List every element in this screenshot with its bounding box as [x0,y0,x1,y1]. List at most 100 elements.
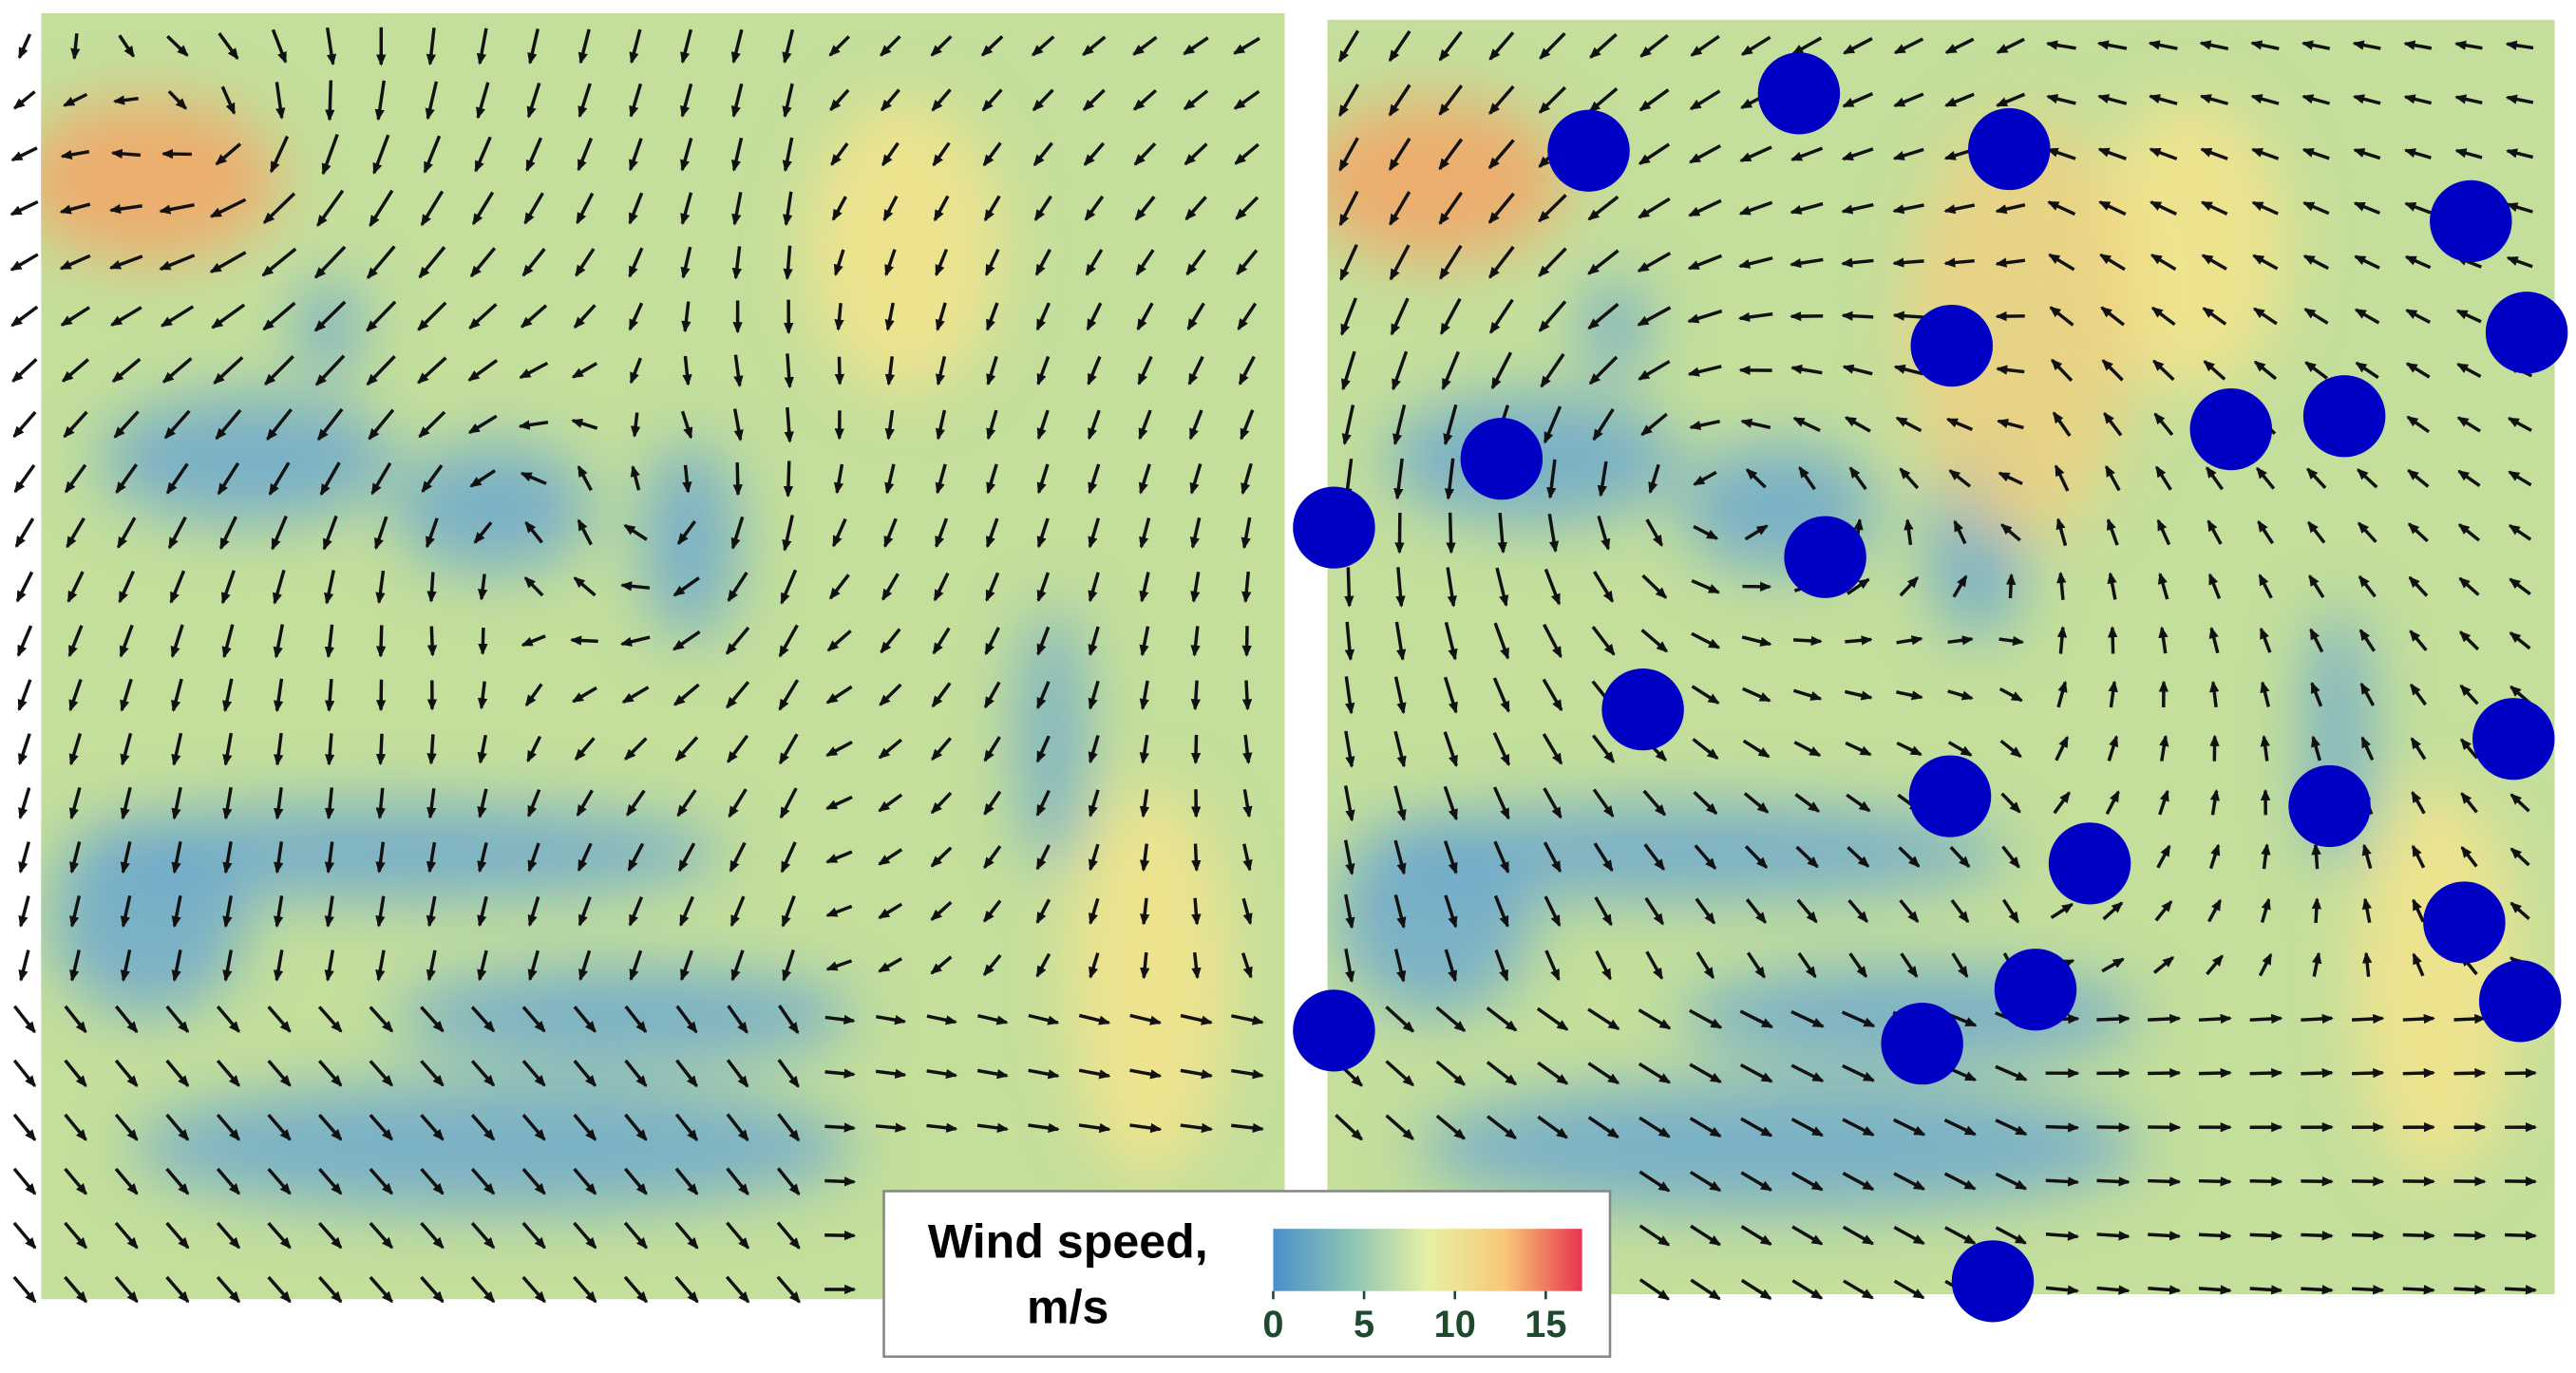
wind-arrow [577,518,593,546]
wind-arrow [2148,40,2178,50]
wind-arrow [778,1004,800,1035]
wind-arrow [578,28,591,65]
wind-arrow [2510,847,2530,867]
wind-arrow [161,357,193,384]
wind-arrow [317,1006,343,1033]
wind-arrow [2207,898,2223,923]
wind-arrow [675,1059,698,1088]
wind-arrow [1904,518,1914,546]
wind-arrow [672,630,701,651]
panels [41,12,2555,1300]
wind-arrow [2100,306,2125,327]
wind-arrow [2306,467,2327,490]
wind-arrow [218,32,239,60]
wind-arrow [1587,302,1619,330]
wind-arrow [1395,567,1406,608]
wind-arrow [222,786,233,820]
wind-arrow [1693,791,1718,815]
wind-arrow [1842,1225,1875,1246]
wind-arrow [112,95,139,105]
wind-arrow [1898,846,1921,868]
wind-arrow [2302,254,2330,271]
wind-arrow [420,1275,445,1304]
wind-arrow [1791,1279,1824,1300]
wind-arrow [826,630,852,652]
wind-arrow [1032,141,1053,167]
wind-arrow [321,133,339,176]
wind-arrow [1740,1117,1773,1138]
wind-arrow [1892,310,1924,321]
wind-arrow [1790,1009,1825,1028]
wind-arrow [1842,1172,1875,1192]
wind-arrow [1188,409,1203,441]
wind-arrow [216,1059,240,1087]
wind-arrow [70,33,81,61]
wind-arrow [2352,94,2381,105]
wind-arrow [2402,1285,2435,1295]
station-dot [1460,418,1544,500]
wind-arrow [983,195,1001,222]
wind-arrow [676,789,697,818]
wind-arrow [2158,626,2169,654]
wind-arrow [2404,254,2432,270]
wind-arrow [825,741,853,758]
wind-arrow [418,410,446,439]
wind-arrow [1540,352,1565,388]
wind-arrow [426,626,438,657]
wind-arrow [267,1114,292,1141]
station-dot [2485,292,2568,374]
field-blob [98,393,395,525]
wind-arrow [1139,843,1150,872]
wind-arrow [1231,1014,1264,1025]
wind-arrow [680,410,693,440]
wind-arrow [2505,1176,2538,1187]
wind-arrow [1388,29,1411,63]
wind-arrow [369,189,394,228]
wind-arrow [1139,680,1149,711]
wind-arrow [114,1275,139,1304]
wind-arrow [2158,789,2169,816]
wind-arrow [521,1275,546,1304]
wind-arrow [1796,898,1818,924]
wind-arrow [325,80,335,122]
wind-arrow [2258,574,2273,599]
wind-arrow [375,570,386,605]
wind-arrow [2260,897,2271,923]
wind-arrow [1597,461,1608,498]
wind-arrow [727,734,749,763]
wind-arrow [2455,309,2482,324]
wind-arrow [1446,567,1457,608]
wind-arrow [2405,362,2431,379]
wind-arrow [1133,141,1157,166]
wind-arrow [2250,94,2280,105]
station-dot [1601,668,1684,751]
wind-arrow [730,28,744,65]
wind-arrow [1693,470,1717,486]
wind-arrow [1841,310,1874,321]
wind-arrow [519,361,549,380]
wind-arrow [120,840,132,875]
wind-arrow [1544,895,1562,928]
wind-arrow [730,83,744,118]
wind-arrow [366,354,396,386]
wind-arrow [12,1167,37,1195]
wind-arrow [1842,364,1873,376]
wind-arrow [324,841,335,875]
wind-arrow [1490,351,1513,390]
wind-arrow [64,1113,87,1141]
wind-arrow [1587,249,1619,275]
wind-arrow [171,895,182,929]
wind-arrow [1846,793,1871,813]
wind-arrow [733,354,744,387]
wind-arrow [1691,579,1721,594]
wind-arrow [426,734,437,765]
wind-arrow [2312,951,2322,977]
wind-arrow [1444,458,1455,500]
wind-arrow [1392,404,1407,446]
wind-arrow [1847,577,1870,595]
wind-arrow [2097,147,2127,160]
wind-arrow [1134,196,1156,221]
wind-arrow [1638,197,1671,219]
wind-arrow [731,192,743,226]
wind-arrow [1841,257,1874,268]
